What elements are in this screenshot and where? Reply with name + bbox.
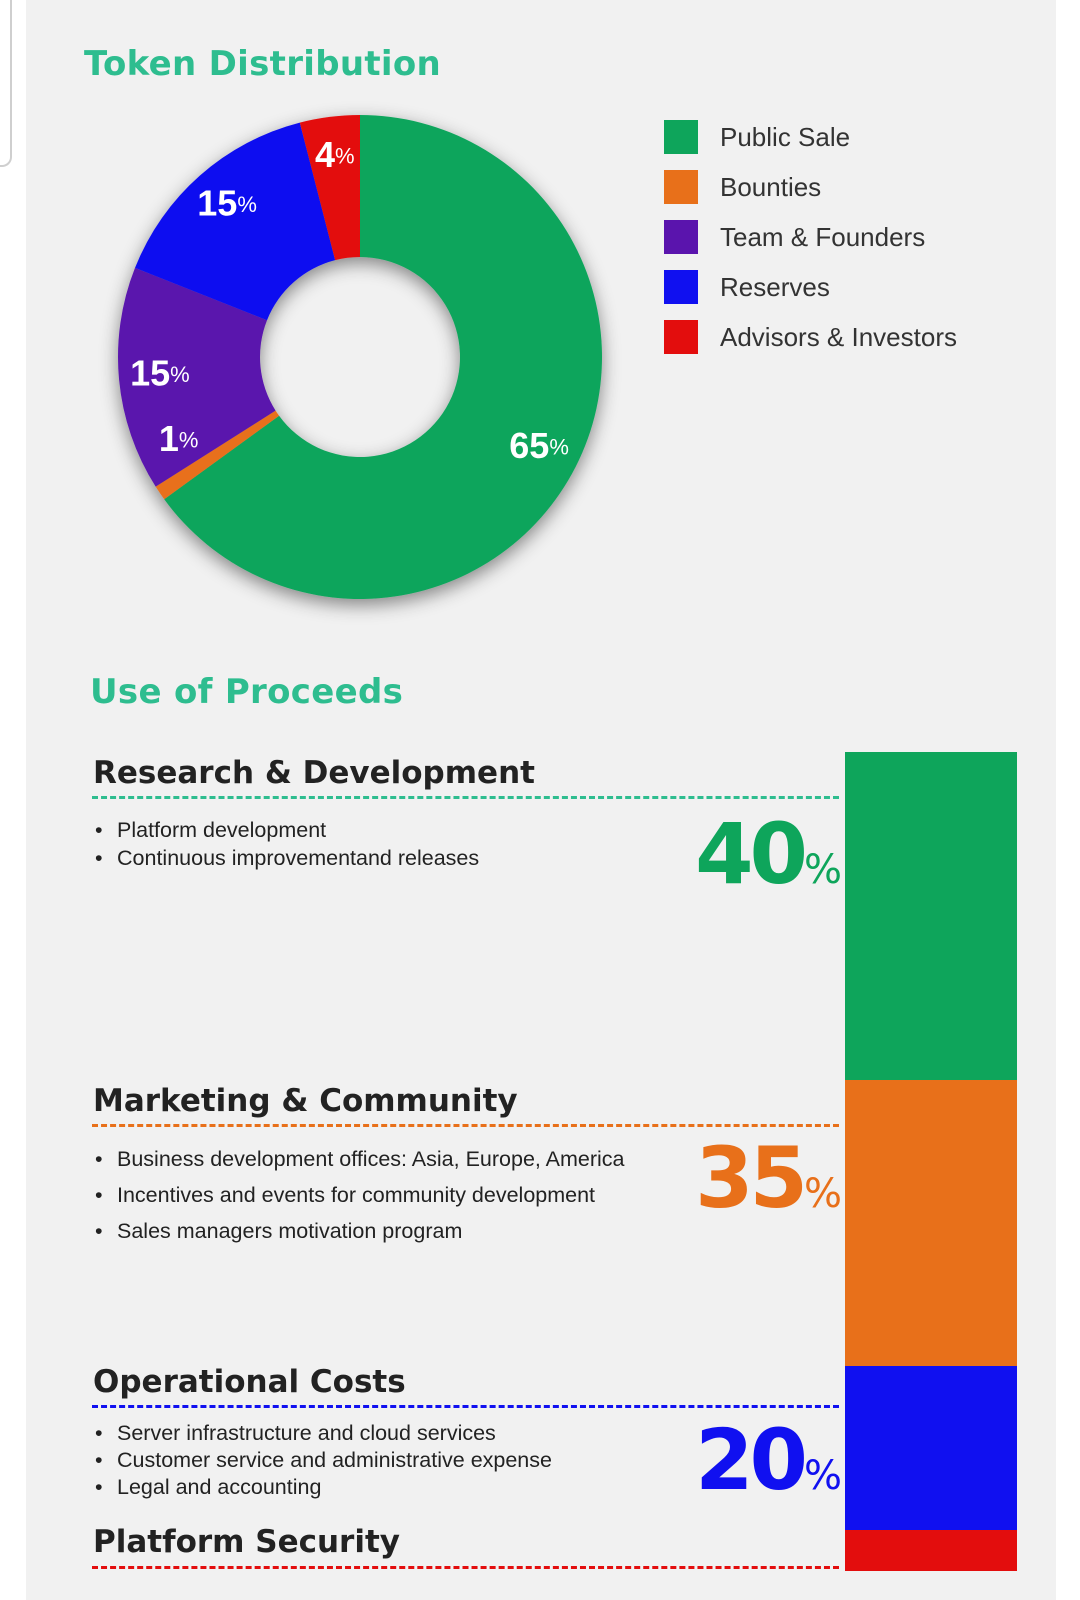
bullet-item: Server infrastructure and cloud services (95, 1420, 552, 1447)
legend-label-bounties: Bounties (720, 171, 822, 202)
legend-label-public-sale: Public Sale (720, 121, 851, 152)
bullet-item: Business development offices: Asia, Euro… (95, 1141, 625, 1177)
percent-research-development: 40% (695, 812, 842, 896)
legend-item-public-sale: Public Sale (664, 112, 957, 162)
divider-research-development (92, 796, 839, 799)
legend-swatch-bounties (664, 170, 698, 204)
donut-slice-advisors-investors (299, 115, 360, 261)
proceeds-bar-operational-costs (845, 1366, 1017, 1530)
legend-swatch-reserves (664, 270, 698, 304)
token-distribution-title: Token Distribution (84, 44, 442, 84)
donut-label-public-sale: 65% (509, 425, 569, 466)
donut-slice-public-sale (164, 115, 602, 600)
legend-label-advisors-investors: Advisors & Investors (720, 321, 957, 352)
legend-item-advisors-investors: Advisors & Investors (664, 312, 957, 362)
bullet-item: Legal and accounting (95, 1474, 552, 1501)
token-distribution-donut-chart: 65%1%15%15%4% (117, 115, 602, 600)
bullet-list-operational-costs: Server infrastructure and cloud services… (95, 1420, 552, 1501)
proceeds-bar-platform-security (845, 1530, 1017, 1571)
divider-operational-costs (92, 1405, 839, 1408)
bullet-item: Platform development (95, 816, 479, 844)
bullet-item: Incentives and events for community deve… (95, 1177, 625, 1213)
donut-slice-reserves (134, 122, 336, 321)
donut-label-team-founders: 15% (130, 352, 190, 393)
bullet-item: Customer service and administrative expe… (95, 1447, 552, 1474)
legend-item-team-founders: Team & Founders (664, 212, 957, 262)
percent-sign: % (803, 1171, 842, 1217)
category-title-research-development: Research & Development (93, 755, 535, 791)
proceeds-bar-marketing-community (845, 1080, 1017, 1366)
bullet-item: Sales managers motivation program (95, 1213, 625, 1249)
bullet-item: Continuous improvementand releases (95, 844, 479, 872)
percent-marketing-community: 35% (695, 1136, 842, 1220)
corner-decoration (0, 0, 12, 167)
percent-value: 20 (695, 1411, 808, 1509)
percent-sign: % (803, 847, 842, 893)
divider-marketing-community (92, 1124, 839, 1127)
token-distribution-legend: Public Sale Bounties Team & Founders Res… (664, 112, 957, 362)
percent-value: 40 (695, 805, 808, 903)
legend-item-reserves: Reserves (664, 262, 957, 312)
bullet-list-research-development: Platform development Continuous improvem… (95, 816, 479, 872)
legend-swatch-advisors-investors (664, 320, 698, 354)
legend-label-reserves: Reserves (720, 271, 830, 302)
divider-platform-security (92, 1566, 839, 1569)
legend-swatch-public-sale (664, 120, 698, 154)
percent-value: 35 (695, 1129, 808, 1227)
proceeds-bar-research-development (845, 752, 1017, 1080)
category-title-marketing-community: Marketing & Community (93, 1083, 518, 1119)
legend-item-bounties: Bounties (664, 162, 957, 212)
category-title-operational-costs: Operational Costs (93, 1364, 406, 1400)
legend-label-team-founders: Team & Founders (720, 221, 926, 252)
donut-slice-bounties (155, 410, 280, 500)
bullet-list-marketing-community: Business development offices: Asia, Euro… (95, 1141, 625, 1249)
donut-slice-team-founders (117, 267, 276, 487)
percent-sign: % (803, 1453, 842, 1499)
use-of-proceeds-title: Use of Proceeds (90, 672, 404, 712)
legend-swatch-team-founders (664, 220, 698, 254)
percent-operational-costs: 20% (695, 1418, 842, 1502)
category-title-platform-security: Platform Security (93, 1524, 400, 1560)
